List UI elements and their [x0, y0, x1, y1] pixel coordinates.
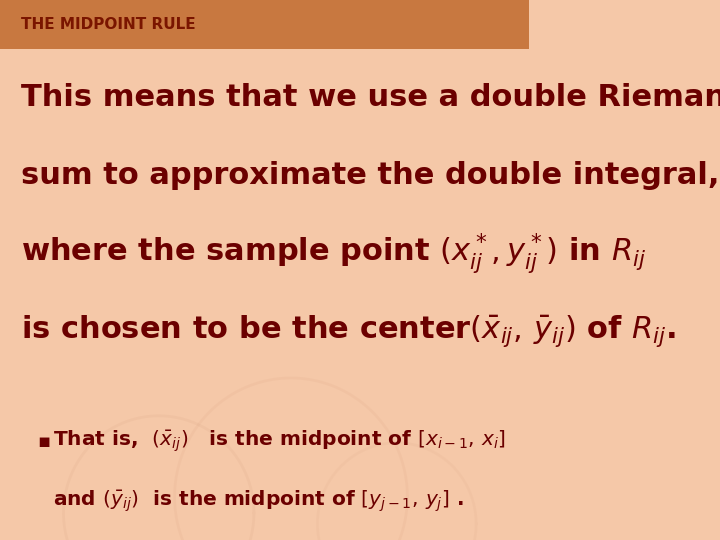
Text: ▪: ▪: [37, 432, 50, 451]
Text: is chosen to be the center$(\bar{x}_{ij},\, \bar{y}_{ij})$ of $R_{ij}$.: is chosen to be the center$(\bar{x}_{ij}…: [21, 314, 676, 350]
Text: THE MIDPOINT RULE: THE MIDPOINT RULE: [21, 17, 196, 32]
Text: This means that we use a double Riemann: This means that we use a double Riemann: [21, 83, 720, 112]
Text: sum to approximate the double integral,: sum to approximate the double integral,: [21, 161, 720, 190]
Text: and $(\bar{y}_{ij})$  is the midpoint of $[y_{j-1},\, y_j]$ .: and $(\bar{y}_{ij})$ is the midpoint of …: [53, 488, 464, 514]
Text: That is,  $(\bar{x}_{ij})$   is the midpoint of $[x_{i-1},\, x_i]$: That is, $(\bar{x}_{ij})$ is the midpoin…: [53, 429, 506, 455]
FancyBboxPatch shape: [0, 0, 529, 49]
Text: where the sample point $(x_{ij}^*, y_{ij}^*)$ in $R_{ij}$: where the sample point $(x_{ij}^*, y_{ij…: [21, 232, 647, 276]
